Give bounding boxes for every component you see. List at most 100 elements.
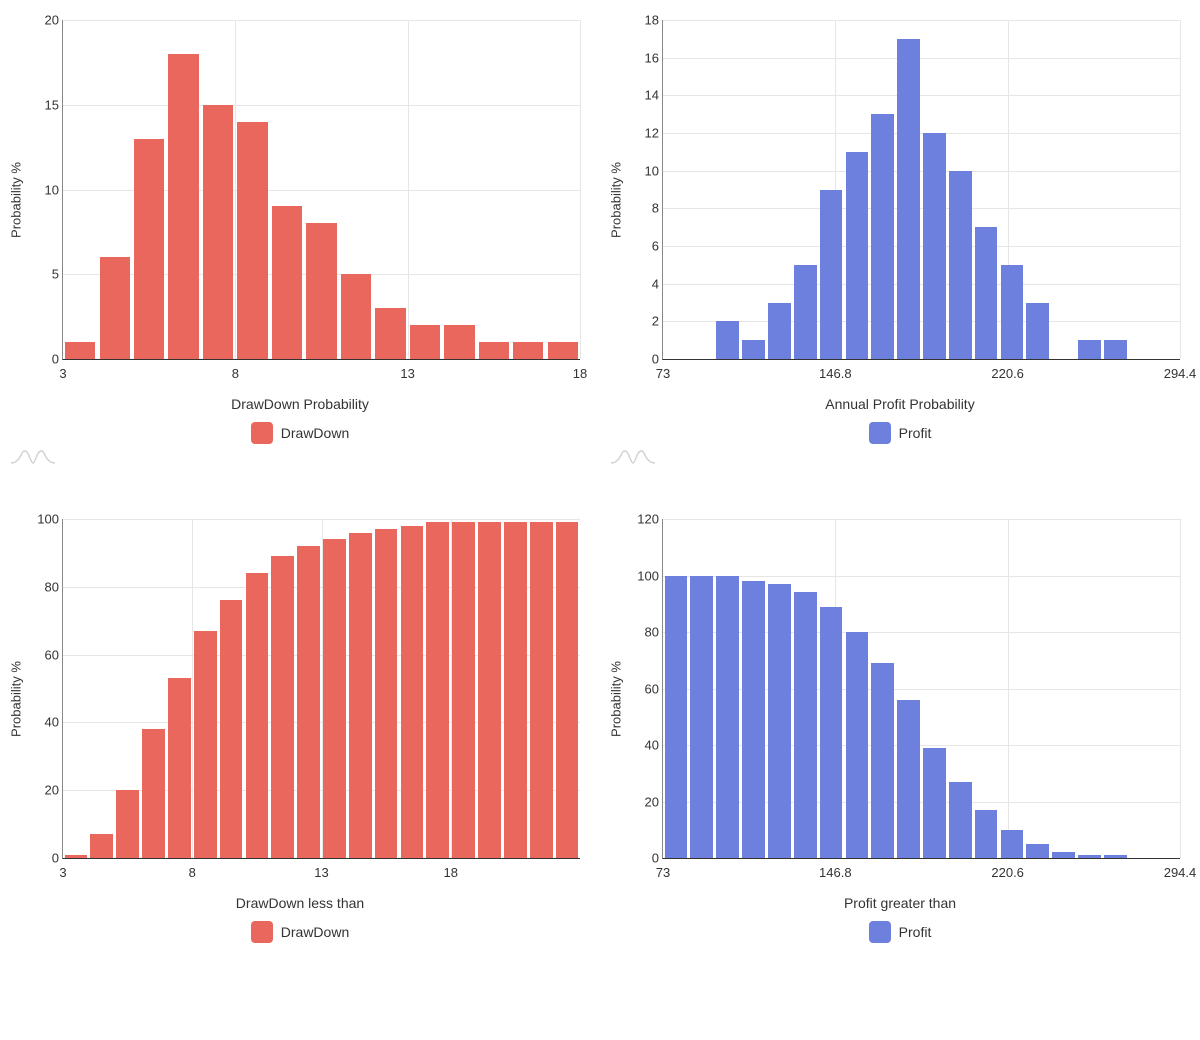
x-tick-label: 146.8	[819, 366, 852, 381]
x-tick-label: 8	[232, 366, 239, 381]
y-axis-label: Probability %	[9, 162, 24, 238]
bar	[1052, 852, 1075, 858]
bar	[168, 54, 198, 359]
gridline-h	[663, 208, 1180, 209]
chart-panel-profit-prob: Probability %02468101214161873146.8220.6…	[610, 10, 1190, 469]
gridline-h	[63, 20, 580, 21]
legend-swatch	[251, 921, 273, 943]
legend-label: DrawDown	[281, 425, 349, 441]
bar	[237, 122, 267, 359]
distribution-icon	[610, 448, 1190, 469]
bar	[478, 522, 501, 858]
x-tick-label: 8	[189, 865, 196, 880]
bar	[1001, 830, 1024, 858]
bar	[846, 152, 869, 359]
x-tick-label: 18	[573, 366, 587, 381]
chart-area: Probability %02040608010012073146.8220.6…	[610, 509, 1190, 889]
bar	[479, 342, 509, 359]
bar	[846, 632, 869, 858]
x-axis-label: DrawDown less than	[10, 895, 590, 911]
x-axis-label: Profit greater than	[610, 895, 1190, 911]
y-tick-label: 80	[621, 625, 659, 640]
y-tick-label: 80	[21, 579, 59, 594]
bar	[297, 546, 320, 858]
bar	[323, 539, 346, 858]
bar	[1078, 340, 1101, 359]
legend-label: Profit	[899, 425, 932, 441]
bar	[716, 576, 739, 859]
bar	[452, 522, 475, 858]
y-tick-label: 40	[621, 738, 659, 753]
bar	[690, 576, 713, 859]
bar	[742, 581, 765, 858]
bar	[949, 171, 972, 359]
legend: DrawDown	[10, 422, 590, 444]
bar	[271, 556, 294, 858]
bar	[410, 325, 440, 359]
legend-label: DrawDown	[281, 924, 349, 940]
y-tick-label: 20	[621, 794, 659, 809]
y-tick-label: 4	[621, 276, 659, 291]
y-tick-label: 100	[621, 568, 659, 583]
gridline-h	[663, 576, 1180, 577]
bar	[349, 533, 372, 858]
gridline-h	[663, 745, 1180, 746]
legend-swatch	[251, 422, 273, 444]
bar	[341, 274, 371, 359]
x-tick-label: 73	[656, 366, 670, 381]
bar	[530, 522, 553, 858]
x-axis-label: DrawDown Probability	[10, 396, 590, 412]
bar	[444, 325, 474, 359]
bar	[975, 810, 998, 858]
plot-region: 05101520381318	[62, 20, 580, 360]
gridline-h	[663, 171, 1180, 172]
bar	[871, 114, 894, 359]
y-tick-label: 0	[621, 851, 659, 866]
y-tick-label: 14	[621, 88, 659, 103]
gridline-h	[663, 246, 1180, 247]
gridline-h	[663, 95, 1180, 96]
bar	[768, 303, 791, 360]
gridline-v	[1180, 20, 1181, 359]
bar	[194, 631, 217, 858]
gridline-v	[408, 20, 409, 359]
bar	[794, 592, 817, 858]
y-tick-label: 15	[21, 97, 59, 112]
bar	[246, 573, 269, 858]
legend: Profit	[610, 422, 1190, 444]
bar	[768, 584, 791, 858]
x-tick-label: 220.6	[991, 366, 1024, 381]
y-tick-label: 6	[621, 239, 659, 254]
bar	[272, 206, 302, 359]
bar	[742, 340, 765, 359]
y-tick-label: 16	[621, 50, 659, 65]
bar	[375, 529, 398, 858]
bar	[548, 342, 578, 359]
bar	[820, 190, 843, 360]
bar	[168, 678, 191, 858]
legend: DrawDown	[10, 921, 590, 943]
bar	[1104, 340, 1127, 359]
gridline-h	[663, 519, 1180, 520]
y-tick-label: 20	[21, 13, 59, 28]
gridline-v	[1180, 519, 1181, 858]
x-tick-label: 3	[59, 366, 66, 381]
bar	[923, 748, 946, 858]
bar	[513, 342, 543, 359]
y-tick-label: 2	[621, 314, 659, 329]
x-tick-label: 294.4	[1164, 366, 1197, 381]
y-tick-label: 12	[621, 126, 659, 141]
x-tick-label: 294.4	[1164, 865, 1197, 880]
gridline-h	[663, 802, 1180, 803]
gridline-h	[663, 133, 1180, 134]
x-tick-label: 13	[314, 865, 328, 880]
gridline-h	[663, 20, 1180, 21]
y-tick-label: 60	[21, 647, 59, 662]
bar	[1026, 303, 1049, 360]
y-tick-label: 120	[621, 512, 659, 527]
bar	[1104, 855, 1127, 858]
chart-panel-profit-cum: Probability %02040608010012073146.8220.6…	[610, 509, 1190, 968]
gridline-h	[663, 58, 1180, 59]
gridline-v	[580, 20, 581, 359]
bar	[1078, 855, 1101, 858]
